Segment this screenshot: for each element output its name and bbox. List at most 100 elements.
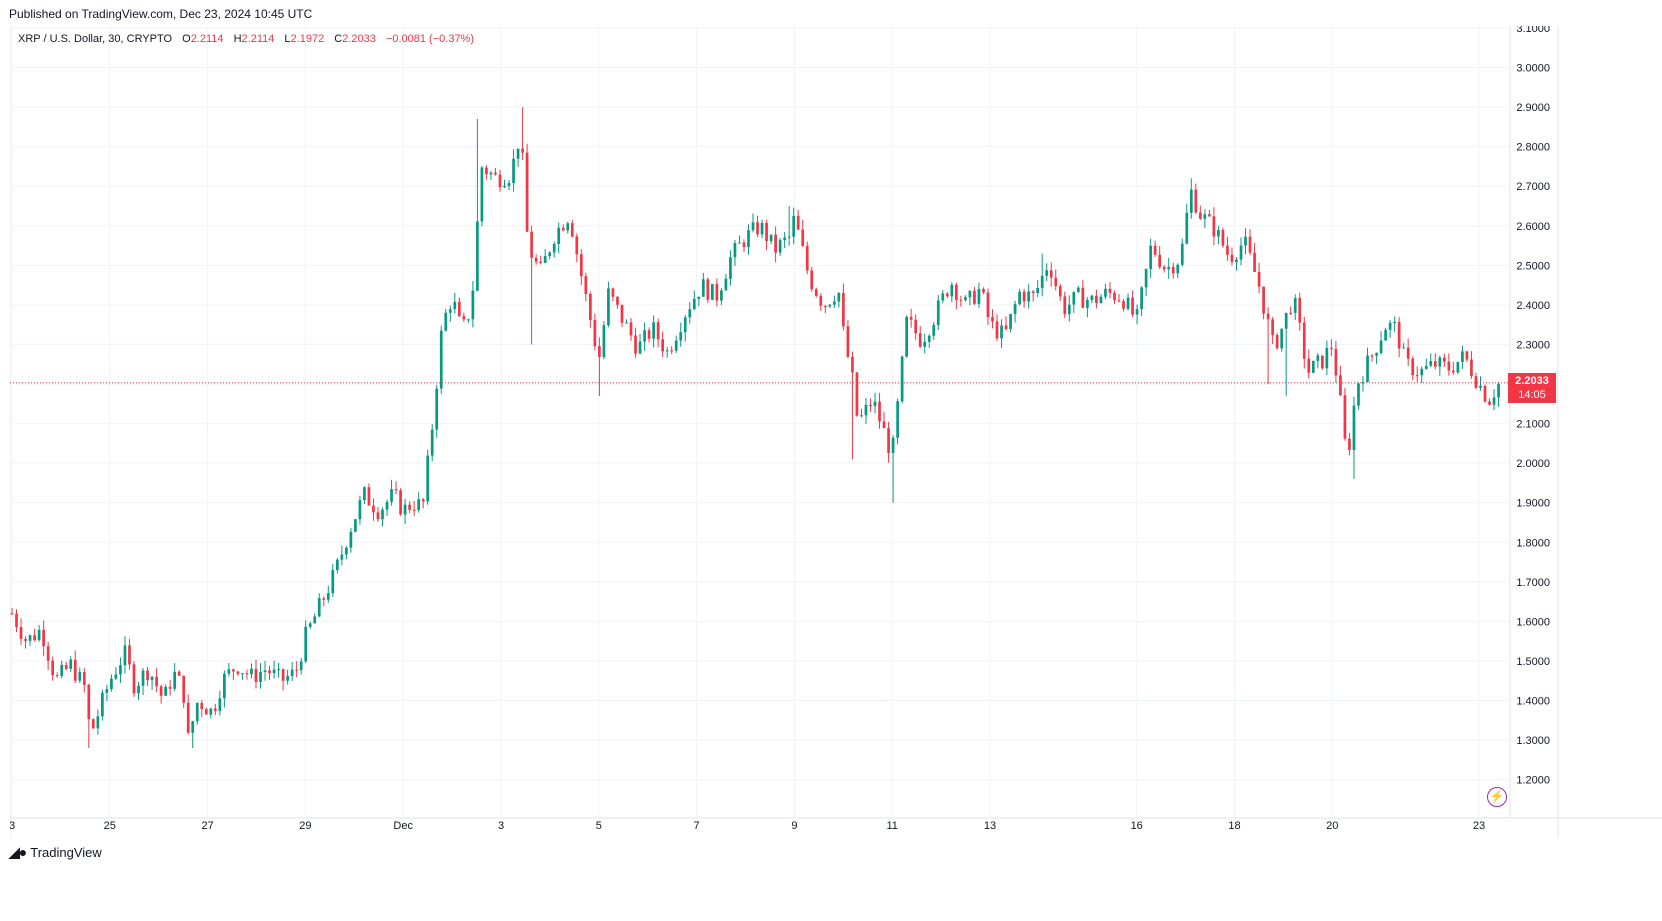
candle-body bbox=[223, 673, 226, 699]
candle-body bbox=[1433, 361, 1437, 367]
x-tick-label: 7 bbox=[694, 820, 700, 832]
candle-body bbox=[688, 309, 692, 318]
candle-body bbox=[1149, 245, 1152, 270]
candle-body bbox=[417, 499, 421, 510]
candle-body bbox=[128, 645, 131, 665]
candle-body bbox=[430, 429, 434, 456]
candle-body bbox=[507, 182, 511, 186]
x-tick-label: 13 bbox=[984, 820, 996, 832]
candle-body bbox=[1167, 266, 1171, 270]
candle-body bbox=[652, 322, 655, 339]
candle-body bbox=[851, 356, 854, 373]
symbol-label: XRP / U.S. Dollar, 30, CRYPTO bbox=[18, 33, 173, 45]
candle-body bbox=[73, 659, 77, 681]
candle-body bbox=[209, 708, 213, 715]
candle-body bbox=[1339, 375, 1342, 396]
candle-body bbox=[250, 668, 253, 675]
candle-body bbox=[765, 222, 768, 242]
candle-body bbox=[1176, 264, 1180, 274]
candle-body bbox=[1307, 358, 1311, 373]
candle-body bbox=[796, 215, 800, 230]
y-tick-label: 1.2000 bbox=[1516, 775, 1550, 787]
candle-body bbox=[864, 404, 868, 416]
candle-body bbox=[1470, 359, 1473, 377]
candle-body bbox=[584, 276, 588, 294]
y-tick-label: 1.4000 bbox=[1516, 696, 1550, 708]
candle-body bbox=[543, 256, 547, 263]
candle-body bbox=[164, 686, 167, 696]
candle-body bbox=[982, 288, 985, 293]
x-tick-label: 20 bbox=[1326, 820, 1338, 832]
candle-body bbox=[756, 222, 759, 235]
candle-body bbox=[1226, 245, 1229, 255]
candle-body bbox=[1018, 291, 1021, 305]
candle-body bbox=[394, 489, 398, 491]
candle-body bbox=[1420, 368, 1424, 376]
candle-body bbox=[1311, 360, 1315, 373]
candle-body bbox=[304, 626, 308, 662]
candle-body bbox=[1049, 270, 1053, 278]
candlestick-chart[interactable]: 1.2000 1.3000 1.4000 1.5000 1.6000 1.7000 1.80… bbox=[10, 26, 1662, 838]
candle-body bbox=[706, 279, 710, 300]
candle-body bbox=[887, 428, 890, 453]
candle-body bbox=[141, 670, 145, 686]
candle-body bbox=[317, 598, 321, 617]
x-tick-label: 29 bbox=[299, 820, 311, 832]
candle-body bbox=[629, 322, 633, 336]
candle-body bbox=[1465, 351, 1469, 360]
candle-body bbox=[1022, 291, 1026, 302]
candle-body bbox=[1379, 340, 1383, 354]
candle-body bbox=[137, 685, 140, 694]
chart-frame[interactable]: 1.2000 1.3000 1.4000 1.5000 1.6000 1.7000 1.80… bbox=[10, 26, 1662, 838]
open-label: O bbox=[182, 33, 191, 45]
candle-body bbox=[1479, 385, 1482, 388]
tradingview-logo[interactable]: ◢● TradingView bbox=[9, 844, 102, 861]
candle-body bbox=[308, 623, 312, 627]
lightning-icon[interactable]: ⚡ bbox=[1487, 787, 1507, 807]
tradingview-logo-icon: ◢● bbox=[9, 844, 27, 860]
candle-body bbox=[403, 504, 407, 515]
candle-body bbox=[792, 215, 796, 237]
candle-body bbox=[313, 616, 317, 624]
tradingview-brand: TradingView bbox=[30, 845, 102, 860]
candle-body bbox=[218, 698, 222, 711]
candle-body bbox=[159, 686, 163, 696]
candle-body bbox=[1040, 275, 1044, 288]
x-tick-label: 16 bbox=[1131, 820, 1143, 832]
candle-body bbox=[995, 321, 999, 339]
candle-body bbox=[322, 598, 326, 600]
candle-body bbox=[855, 372, 859, 416]
candle-body bbox=[1289, 312, 1293, 314]
y-tick-label: 1.9000 bbox=[1516, 498, 1550, 510]
candle-body bbox=[462, 316, 466, 320]
candle-body bbox=[873, 401, 877, 407]
candle-body bbox=[575, 236, 579, 255]
candle-body bbox=[1456, 361, 1460, 373]
candle-body bbox=[60, 664, 64, 677]
candle-body bbox=[896, 401, 899, 438]
candle-body bbox=[882, 421, 886, 429]
candle-body bbox=[602, 325, 606, 357]
candle-body bbox=[1221, 229, 1225, 246]
candle-body bbox=[1180, 243, 1184, 265]
candle-body bbox=[42, 629, 45, 647]
candle-body bbox=[828, 304, 832, 307]
x-tick-label: 5 bbox=[596, 820, 602, 832]
candle-body bbox=[846, 326, 850, 357]
candle-body bbox=[692, 298, 696, 310]
candle-body bbox=[295, 669, 299, 671]
candle-body bbox=[150, 676, 154, 681]
candle-body bbox=[715, 284, 719, 301]
candle-body bbox=[1000, 325, 1003, 339]
candle-body bbox=[805, 245, 809, 271]
candle-body bbox=[760, 222, 764, 235]
candle-body bbox=[751, 222, 755, 231]
candle-body bbox=[15, 613, 18, 628]
candle-body bbox=[1095, 295, 1098, 304]
candle-body bbox=[1275, 335, 1279, 349]
candle-body bbox=[421, 499, 425, 502]
candle-body bbox=[950, 284, 954, 297]
candle-body bbox=[182, 675, 186, 703]
symbol-legend[interactable]: XRP / U.S. Dollar, 30, CRYPTO O2.2114 H2… bbox=[18, 33, 481, 45]
candle-body bbox=[579, 254, 583, 277]
